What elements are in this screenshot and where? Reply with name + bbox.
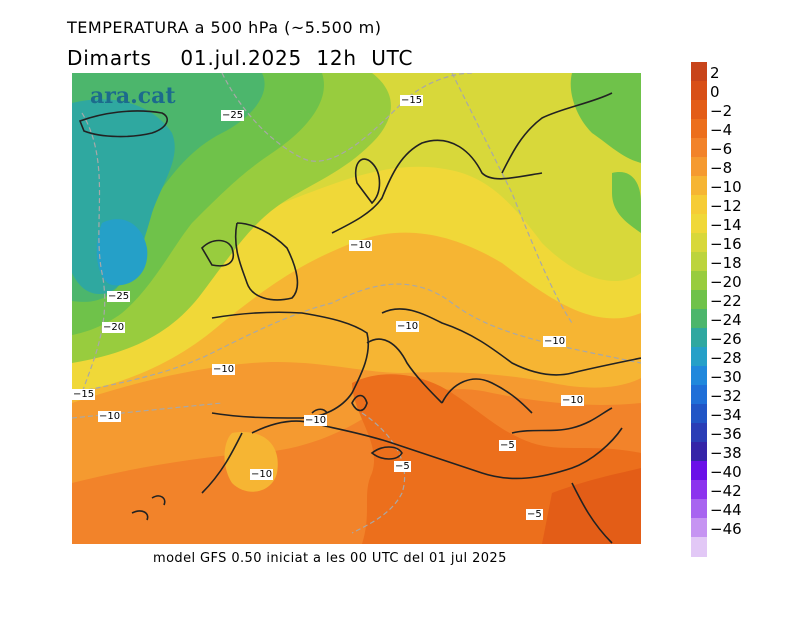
color-scale-label: −18	[710, 254, 742, 272]
color-scale-swatch	[691, 138, 707, 158]
color-scale-label: −22	[710, 292, 742, 310]
color-scale-swatch	[691, 157, 707, 177]
color-scale-label: −4	[710, 121, 733, 139]
isotherm-label: −25	[221, 110, 245, 121]
color-scale-label: −24	[710, 311, 742, 329]
color-scale-swatch	[691, 366, 707, 386]
isotherm-label: −10	[543, 336, 567, 347]
color-scale-swatch	[691, 271, 707, 291]
color-scale-label: −30	[710, 368, 742, 386]
color-scale-swatch	[691, 195, 707, 215]
isotherm-label: −10	[396, 321, 420, 332]
color-scale-label: −16	[710, 235, 742, 253]
map-canvas	[72, 73, 641, 544]
color-scale-swatch	[691, 423, 707, 443]
color-scale-swatch	[691, 461, 707, 481]
color-scale-swatch	[691, 233, 707, 253]
isotherm-label: −10	[250, 469, 274, 480]
isotherm-label: −15	[400, 95, 424, 106]
brand-logo: ara.cat	[90, 83, 176, 109]
isotherm-label: −5	[394, 461, 411, 472]
color-scale-swatch	[691, 499, 707, 519]
color-scale-swatch	[691, 385, 707, 405]
isotherm-label: −5	[526, 509, 543, 520]
color-scale-label: −32	[710, 387, 742, 405]
color-scale-label: −44	[710, 501, 742, 519]
color-scale-swatch	[691, 309, 707, 329]
color-scale-swatch	[691, 347, 707, 367]
color-scale-swatch	[691, 100, 707, 120]
color-scale-swatch	[691, 290, 707, 310]
color-scale-label: −28	[710, 349, 742, 367]
chart-title: TEMPERATURA a 500 hPa (~5.500 m)	[67, 18, 382, 37]
color-scale-swatch	[691, 252, 707, 272]
isotherm-label: −25	[107, 291, 131, 302]
isotherm-label: −10	[304, 415, 328, 426]
isotherm-label: −20	[102, 322, 126, 333]
color-scale-label: −42	[710, 482, 742, 500]
color-scale-label: −2	[710, 102, 733, 120]
isotherm-label: −15	[72, 389, 96, 400]
color-scale-swatch	[691, 518, 707, 538]
color-scale-swatch	[691, 442, 707, 462]
color-scale-label: 0	[710, 83, 720, 101]
color-scale-label: −38	[710, 444, 742, 462]
color-scale-swatch	[691, 119, 707, 139]
color-scale-swatch	[691, 328, 707, 348]
isotherm-label: −10	[212, 364, 236, 375]
temperature-map: ara.cat −25 −15 −10 −25 −20 −10 −10 −10 …	[72, 73, 641, 544]
color-scale-label: −12	[710, 197, 742, 215]
color-scale-swatch	[691, 404, 707, 424]
isotherm-label: −10	[349, 240, 373, 251]
color-scale-swatch	[691, 480, 707, 500]
color-scale-bar	[691, 62, 707, 557]
color-scale-label: −36	[710, 425, 742, 443]
color-scale-label: −40	[710, 463, 742, 481]
isotherm-label: −10	[561, 395, 585, 406]
color-scale-label: 2	[710, 64, 720, 82]
isotherm-label: −5	[499, 440, 516, 451]
isotherm-label: −10	[98, 411, 122, 422]
color-scale-label: −34	[710, 406, 742, 424]
color-scale-label: −14	[710, 216, 742, 234]
color-scale-label: −8	[710, 159, 733, 177]
chart-subtitle: Dimarts 01.jul.2025 12h UTC	[67, 46, 414, 70]
color-scale-label: −20	[710, 273, 742, 291]
color-scale-swatch	[691, 537, 707, 557]
color-scale-label: −26	[710, 330, 742, 348]
color-scale-swatch	[691, 62, 707, 82]
model-info: model GFS 0.50 iniciat a les 00 UTC del …	[153, 551, 507, 566]
color-scale-label: −10	[710, 178, 742, 196]
color-scale-swatch	[691, 81, 707, 101]
color-scale-label: −6	[710, 140, 733, 158]
color-scale-swatch	[691, 176, 707, 196]
color-scale-label: −46	[710, 520, 742, 538]
color-scale-swatch	[691, 214, 707, 234]
